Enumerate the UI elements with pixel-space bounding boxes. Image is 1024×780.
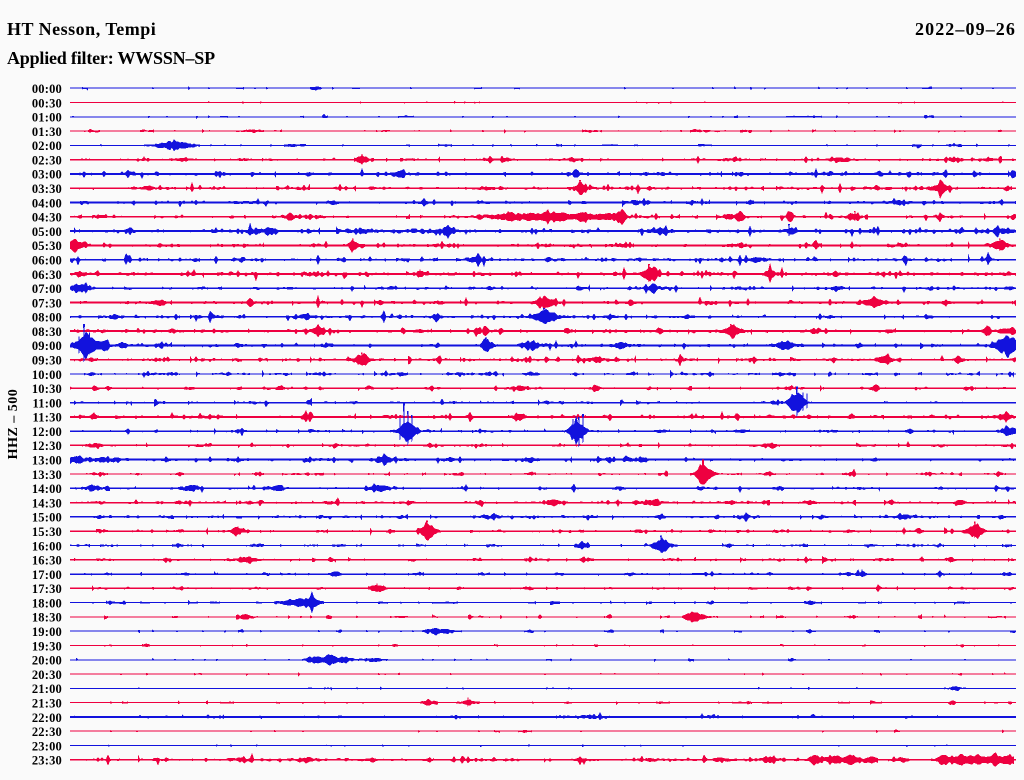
svg-text:05:30: 05:30 xyxy=(32,239,62,253)
svg-text:17:30: 17:30 xyxy=(32,582,62,596)
svg-text:23:30: 23:30 xyxy=(32,754,62,768)
svg-text:09:00: 09:00 xyxy=(32,339,62,353)
svg-text:14:00: 14:00 xyxy=(32,482,62,496)
svg-text:22:00: 22:00 xyxy=(32,711,62,725)
svg-text:2022–09–26: 2022–09–26 xyxy=(915,19,1016,39)
svg-text:07:00: 07:00 xyxy=(32,282,62,296)
svg-text:14:30: 14:30 xyxy=(32,496,62,510)
svg-text:12:30: 12:30 xyxy=(32,439,62,453)
svg-text:13:00: 13:00 xyxy=(32,454,62,468)
svg-text:03:30: 03:30 xyxy=(32,182,62,196)
svg-text:10:30: 10:30 xyxy=(32,382,62,396)
svg-text:19:30: 19:30 xyxy=(32,639,62,653)
svg-text:19:00: 19:00 xyxy=(32,625,62,639)
svg-text:12:00: 12:00 xyxy=(32,425,62,439)
svg-text:16:30: 16:30 xyxy=(32,554,62,568)
svg-text:13:30: 13:30 xyxy=(32,468,62,482)
svg-text:20:00: 20:00 xyxy=(32,654,62,668)
svg-text:15:30: 15:30 xyxy=(32,525,62,539)
svg-text:02:30: 02:30 xyxy=(32,153,62,167)
svg-text:04:00: 04:00 xyxy=(32,196,62,210)
svg-text:03:00: 03:00 xyxy=(32,168,62,182)
svg-text:21:30: 21:30 xyxy=(32,697,62,711)
svg-text:06:00: 06:00 xyxy=(32,254,62,268)
svg-text:02:00: 02:00 xyxy=(32,139,62,153)
svg-text:00:30: 00:30 xyxy=(32,96,62,110)
svg-text:05:00: 05:00 xyxy=(32,225,62,239)
svg-text:09:30: 09:30 xyxy=(32,354,62,368)
svg-text:06:30: 06:30 xyxy=(32,268,62,282)
svg-text:15:00: 15:00 xyxy=(32,511,62,525)
svg-text:10:00: 10:00 xyxy=(32,368,62,382)
svg-text:07:30: 07:30 xyxy=(32,296,62,310)
svg-text:18:00: 18:00 xyxy=(32,596,62,610)
svg-text:00:00: 00:00 xyxy=(32,82,62,96)
svg-text:17:00: 17:00 xyxy=(32,568,62,582)
svg-text:HHZ – 500: HHZ – 500 xyxy=(6,389,21,460)
svg-text:22:30: 22:30 xyxy=(32,725,62,739)
svg-text:16:00: 16:00 xyxy=(32,539,62,553)
svg-text:08:00: 08:00 xyxy=(32,311,62,325)
svg-text:HT Nesson, Tempi: HT Nesson, Tempi xyxy=(7,19,156,39)
svg-text:21:00: 21:00 xyxy=(32,682,62,696)
svg-text:01:30: 01:30 xyxy=(32,125,62,139)
svg-text:11:00: 11:00 xyxy=(33,396,62,410)
svg-text:23:00: 23:00 xyxy=(32,739,62,753)
svg-text:20:30: 20:30 xyxy=(32,668,62,682)
svg-text:01:00: 01:00 xyxy=(32,111,62,125)
svg-text:Applied filter: WWSSN–SP: Applied filter: WWSSN–SP xyxy=(7,48,215,68)
svg-text:11:30: 11:30 xyxy=(33,411,62,425)
svg-text:08:30: 08:30 xyxy=(32,325,62,339)
svg-text:04:30: 04:30 xyxy=(32,211,62,225)
svg-text:18:30: 18:30 xyxy=(32,611,62,625)
